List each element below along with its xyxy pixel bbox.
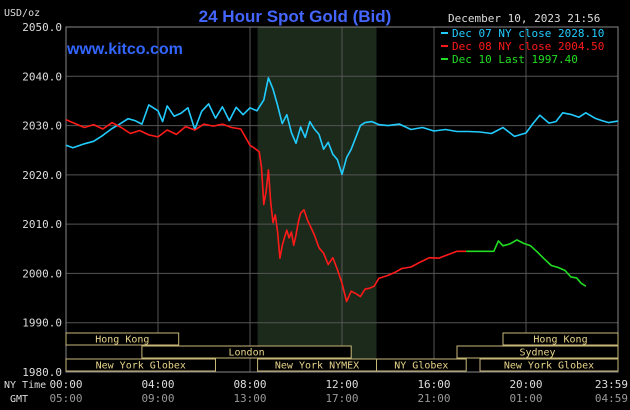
- chart-title: 24 Hour Spot Gold (Bid): [199, 7, 392, 26]
- x-tick-label-gmt: 09:00: [141, 392, 174, 405]
- series-line: [466, 239, 587, 287]
- price-series: [65, 77, 619, 303]
- x-tick-label: 12:00: [325, 378, 358, 391]
- series-line: [65, 118, 467, 303]
- session-label: New York Globex: [96, 361, 186, 372]
- y-tick-label: 1990.0: [22, 317, 62, 330]
- legend-entry: Dec 10 Last 1997.40: [452, 53, 578, 66]
- ny-time-row-label: NY Time: [4, 380, 46, 391]
- x-tick-label: 00:00: [49, 378, 82, 391]
- session-box: [479, 358, 619, 372]
- x-tick-label: 16:00: [417, 378, 450, 391]
- session-label: New York NYMEX: [275, 361, 359, 372]
- session-label: Sydney: [519, 348, 555, 359]
- x-tick-label-gmt: 21:00: [417, 392, 450, 405]
- plot-border: [65, 26, 619, 373]
- legend-entry: Dec 07 NY close 2028.10: [452, 27, 604, 40]
- series-line: [65, 77, 619, 176]
- y-tick-label: 2050.0: [22, 21, 62, 34]
- x-tick-label: 08:00: [233, 378, 266, 391]
- session-box: [456, 345, 619, 359]
- nymex-session-shade: [257, 27, 377, 372]
- timestamp-label: December 10, 2023 21:56: [448, 12, 600, 25]
- x-tick-label: 23:59: [595, 378, 628, 391]
- session-label: London: [228, 348, 264, 359]
- session-label: Hong Kong: [95, 335, 149, 346]
- y-tick-label: 1980.0: [22, 366, 62, 379]
- session-label: New York Globex: [504, 361, 594, 372]
- session-box: [502, 332, 619, 346]
- y-tick-label: 2030.0: [22, 120, 62, 133]
- y-tick-label: 2010.0: [22, 218, 62, 231]
- units-label: USD/oz: [4, 8, 40, 19]
- watermark-text: www.kitco.com: [66, 41, 183, 58]
- x-tick-label-gmt: 01:00: [509, 392, 542, 405]
- market-sessions: Hong Kong London New York Globex New York N…: [65, 332, 619, 372]
- y-tick-label: 2000.0: [22, 267, 62, 280]
- session-label: Hong Kong: [533, 335, 587, 346]
- x-tick-label-gmt: 13:00: [233, 392, 266, 405]
- x-tick-label-gmt: 17:00: [325, 392, 358, 405]
- x-tick-label-gmt: 04:59: [595, 392, 628, 405]
- session-box: [65, 332, 180, 346]
- y-tick-label: 2040.0: [22, 70, 62, 83]
- legend-entry: Dec 08 NY close 2004.50: [452, 40, 604, 53]
- x-tick-label-gmt: 05:00: [49, 392, 82, 405]
- x-tick-label: 20:00: [509, 378, 542, 391]
- gmt-row-label: GMT: [10, 394, 28, 405]
- y-tick-label: 2020.0: [22, 169, 62, 182]
- session-label: NY Globex: [394, 361, 448, 372]
- session-box: [65, 358, 216, 372]
- session-box: [141, 345, 352, 359]
- y-axis-ticks: 1980.0 1990.0 2000.0 2010.0 2020.0 2030.0 2040…: [22, 21, 62, 379]
- x-tick-label: 04:00: [141, 378, 174, 391]
- session-box: [376, 358, 467, 372]
